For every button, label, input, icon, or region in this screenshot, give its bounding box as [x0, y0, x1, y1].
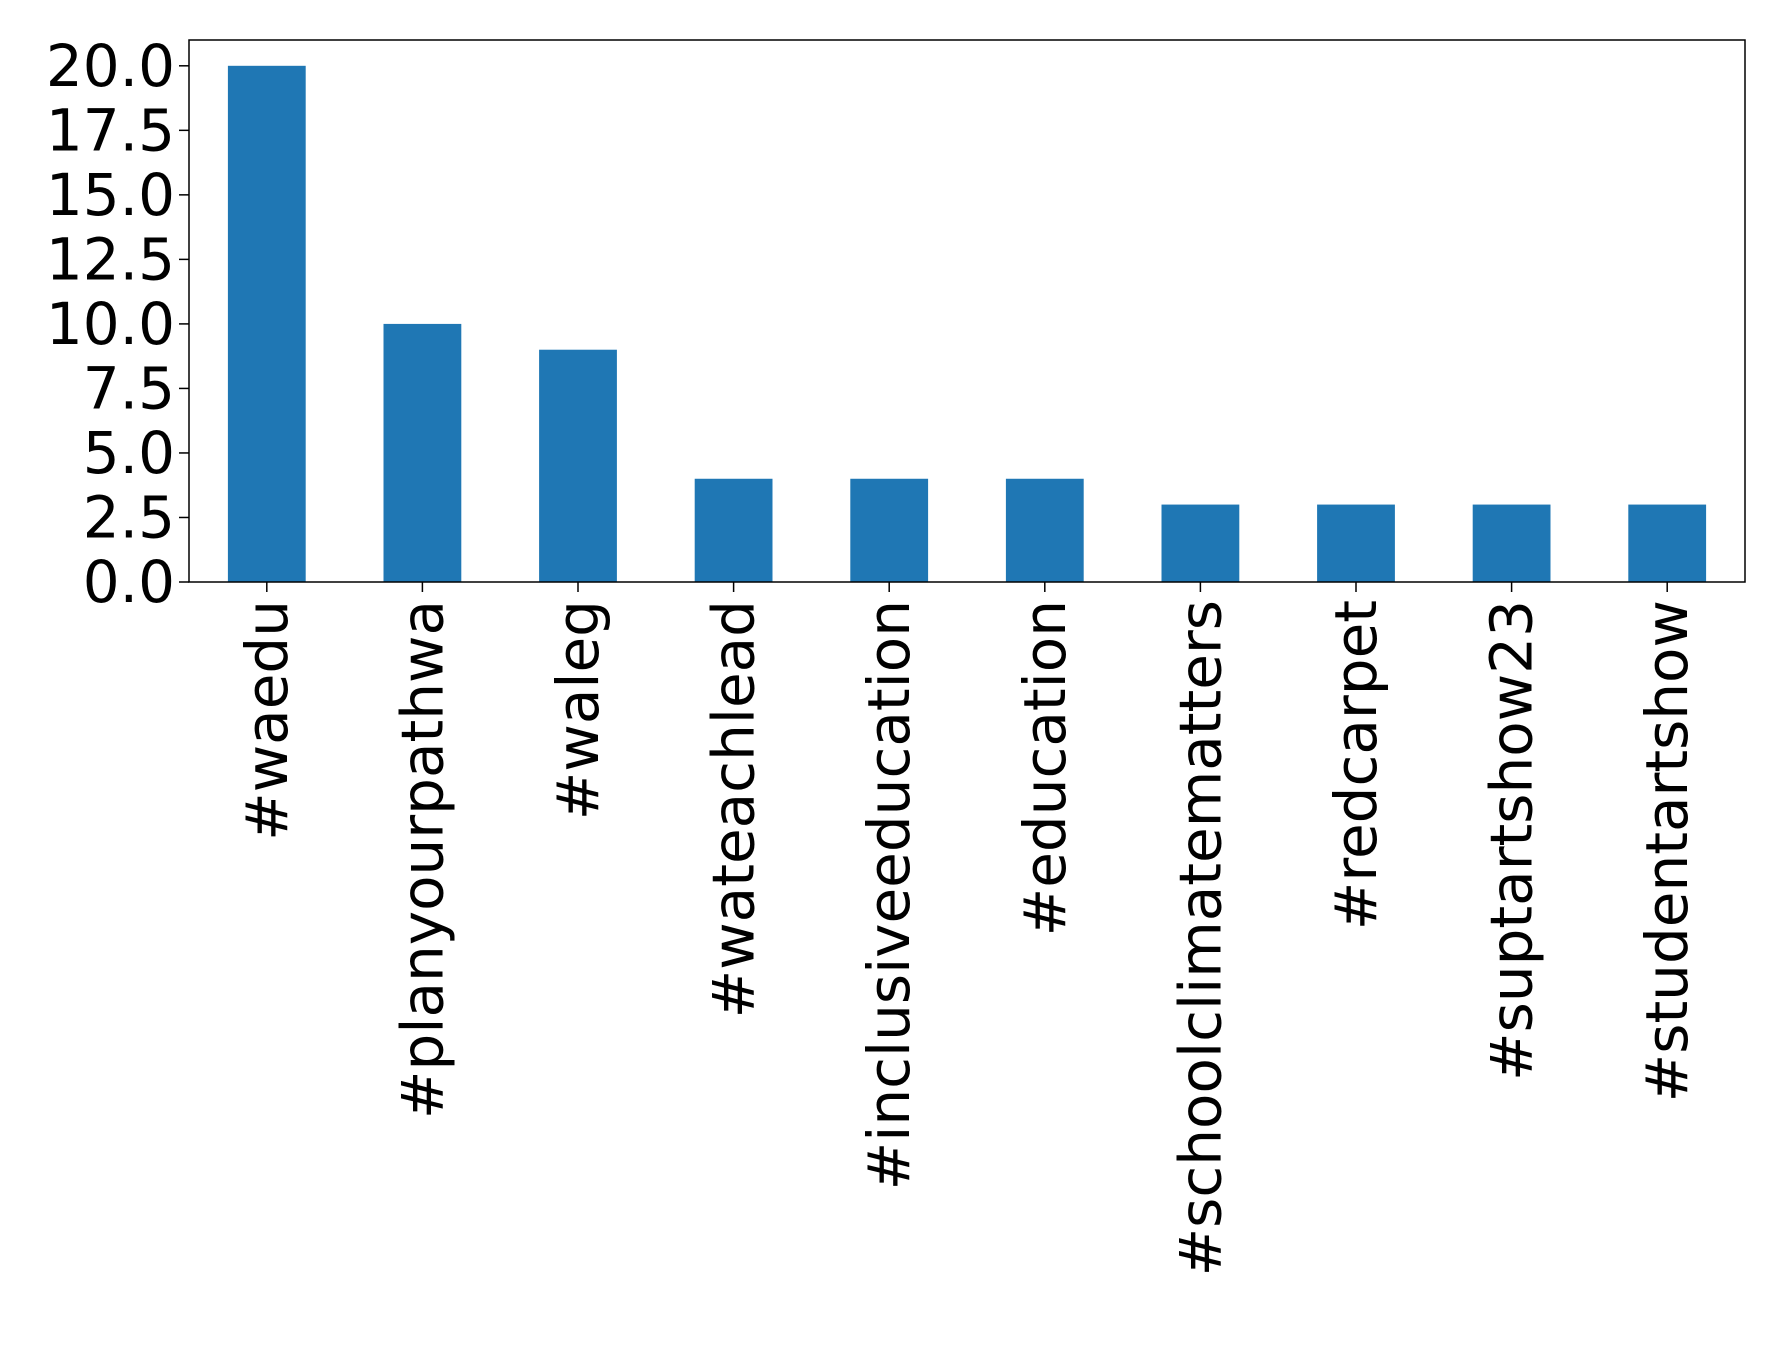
x-tick-label: #inclusiveeducation [855, 600, 923, 1190]
x-tick-label: #planyourpathwa [388, 600, 456, 1119]
x-tick-label: #suptartshow23 [1478, 600, 1546, 1081]
y-tick-label: 5.0 [83, 419, 175, 487]
y-tick-label: 7.5 [83, 354, 175, 422]
y-tick-label: 15.0 [46, 161, 175, 229]
bar-suptartshow23 [1472, 504, 1551, 582]
y-axis: 0.02.55.07.510.012.515.017.520.0 [46, 32, 189, 616]
bar-planyourpathwa [383, 323, 462, 582]
bar-studentartshow [1628, 504, 1707, 582]
bar-redcarpet [1317, 504, 1395, 582]
y-tick-label: 17.5 [46, 96, 175, 164]
bar-waedu [227, 65, 306, 583]
bar-education [1005, 478, 1084, 582]
y-tick-label: 2.5 [83, 483, 175, 551]
bar-inclusiveeducation [850, 478, 929, 582]
bar-wateachlead [694, 478, 773, 582]
x-tick-label: #waleg [544, 600, 612, 820]
x-tick-label: #education [1011, 600, 1079, 936]
y-tick-label: 0.0 [83, 548, 175, 616]
x-tick-label: #studentartshow [1633, 600, 1701, 1102]
y-tick-label: 20.0 [46, 32, 175, 100]
y-tick-label: 10.0 [46, 290, 175, 358]
bar-waleg [539, 349, 617, 582]
plot-frame [188, 39, 1746, 583]
y-tick-label: 12.5 [46, 225, 175, 293]
bars-layer [227, 65, 1707, 583]
bar-schoolclimatematters [1161, 504, 1240, 582]
x-tick-label: #redcarpet [1322, 600, 1390, 930]
x-tick-label: #schoolclimatematters [1166, 600, 1234, 1276]
x-tick-label: #wateachlead [700, 600, 768, 1018]
x-tick-label: #waedu [233, 600, 301, 841]
x-axis: #waedu #planyourpathwa #waleg #wateachlead #… [233, 582, 1701, 1276]
